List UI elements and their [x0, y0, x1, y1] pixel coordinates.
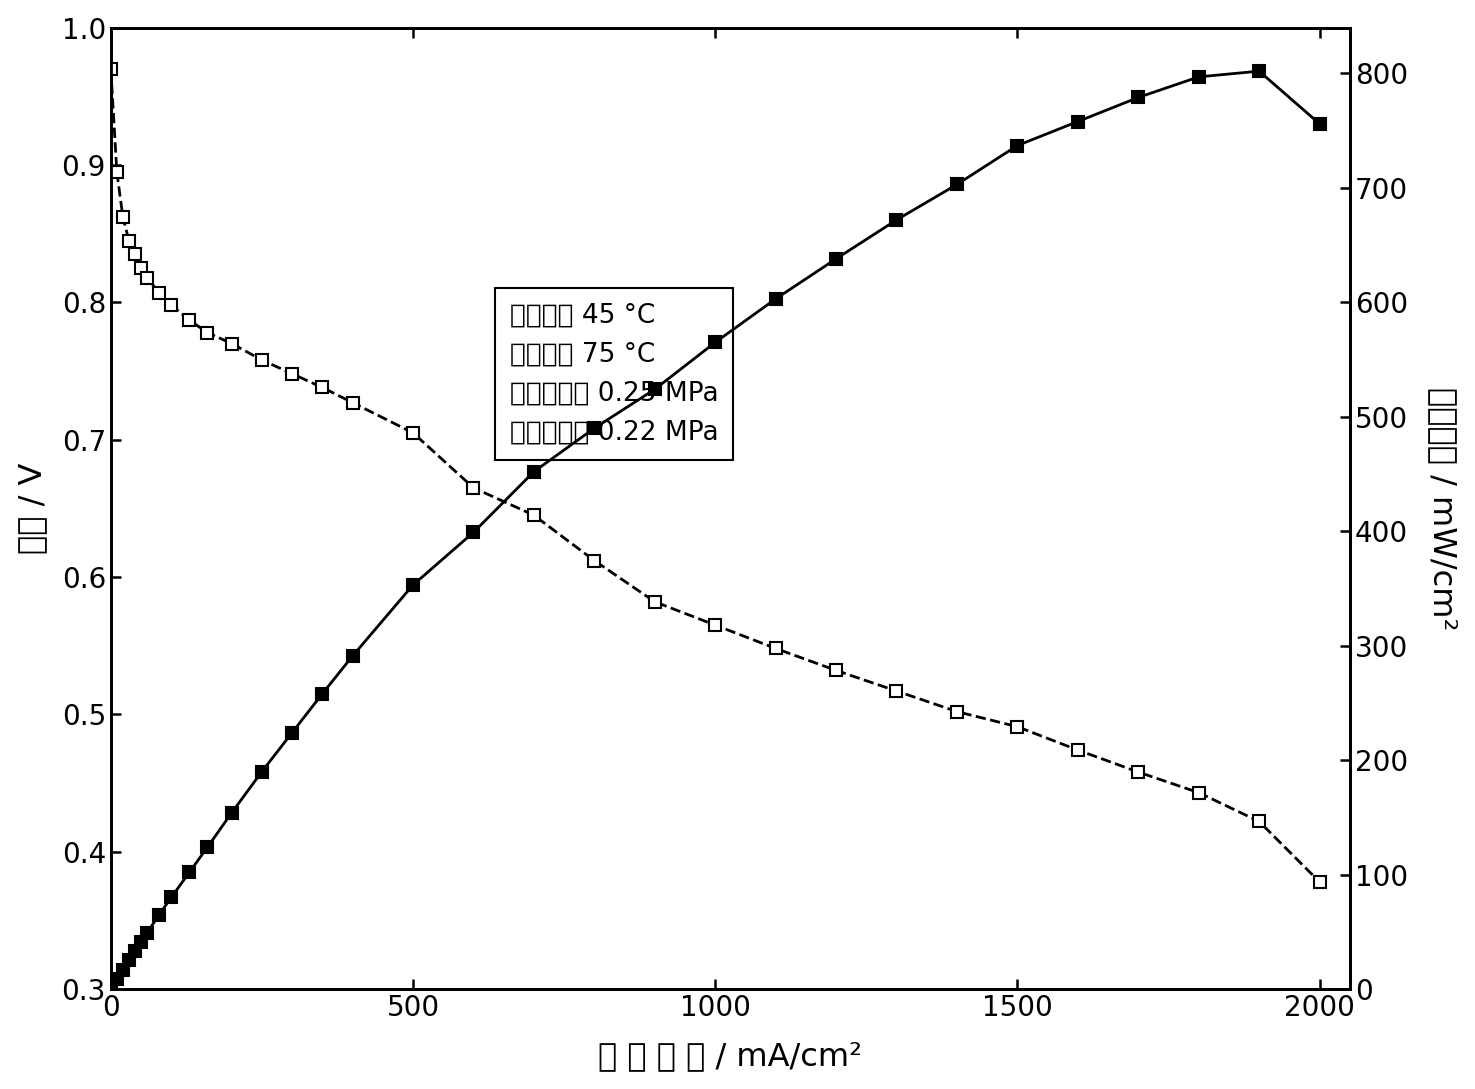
Y-axis label: 功率密度 / mW/cm²: 功率密度 / mW/cm²	[1428, 387, 1459, 631]
Y-axis label: 电压 / V: 电压 / V	[16, 463, 47, 554]
X-axis label: 电 流 密 度 / mA/cm²: 电 流 密 度 / mA/cm²	[599, 1041, 863, 1073]
Text: 电池温度 45 °C
加湿温度 75 °C
氧气压力： 0.25 MPa
氢气压力： 0.22 MPa: 电池温度 45 °C 加湿温度 75 °C 氧气压力： 0.25 MPa 氢气压…	[510, 303, 718, 445]
